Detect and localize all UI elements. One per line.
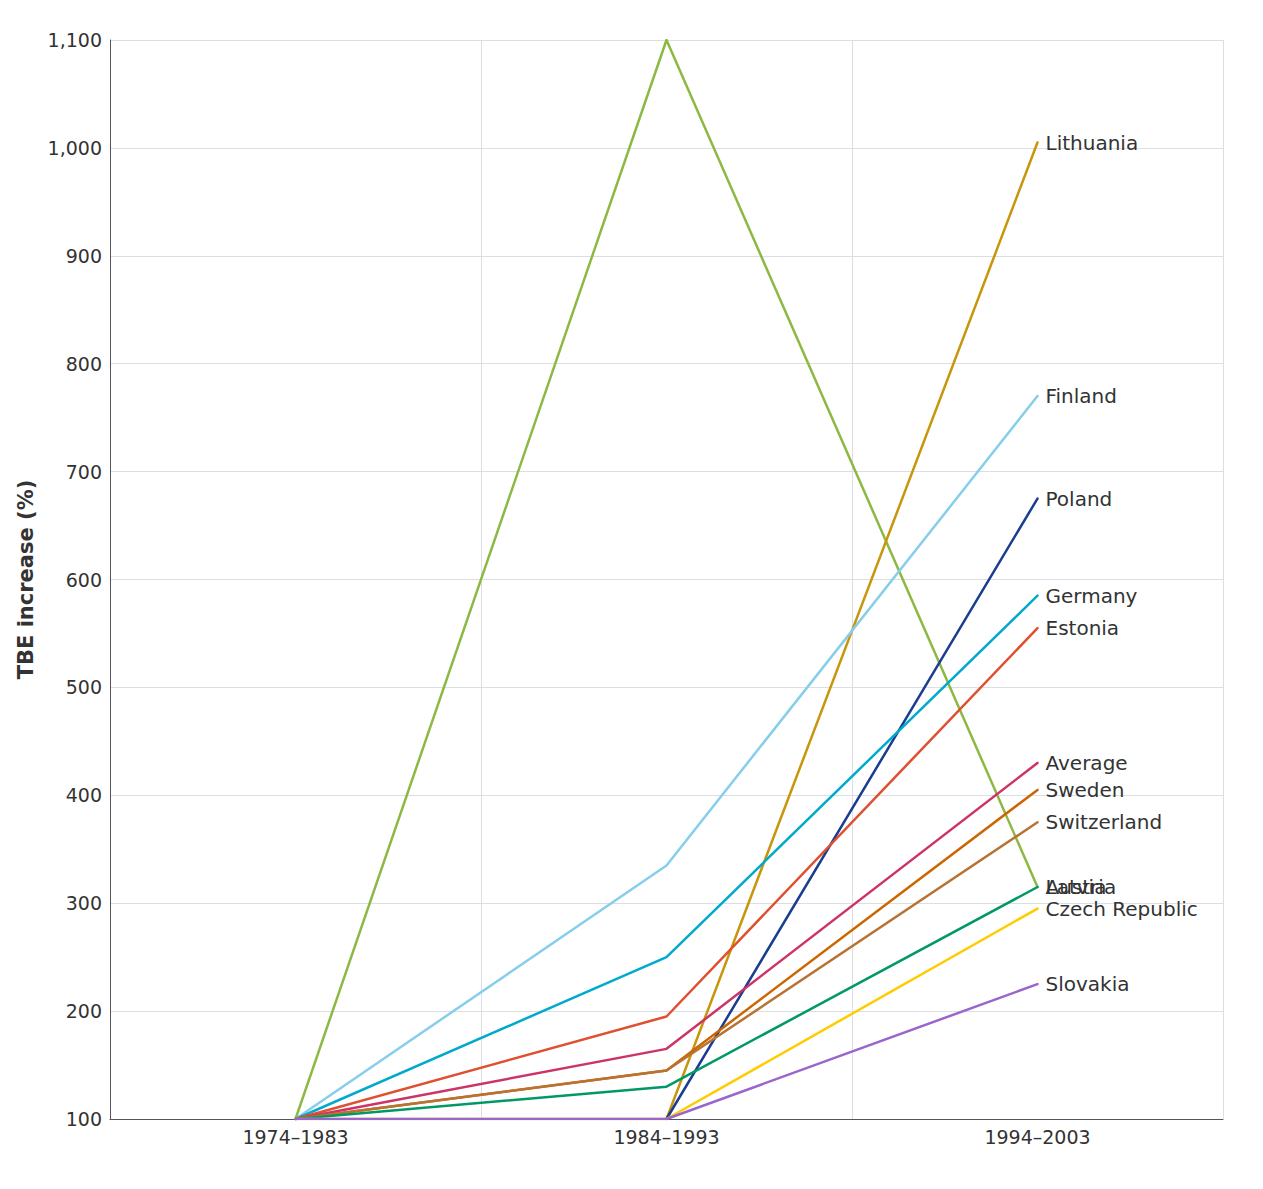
svg-text:Germany: Germany — [1046, 584, 1138, 608]
svg-text:Austria: Austria — [1046, 875, 1117, 899]
svg-text:Average: Average — [1046, 751, 1128, 775]
svg-text:Lithuania: Lithuania — [1046, 131, 1139, 155]
svg-text:Finland: Finland — [1046, 384, 1117, 408]
svg-text:1,100: 1,100 — [48, 29, 102, 51]
svg-text:900: 900 — [66, 245, 102, 267]
svg-text:200: 200 — [66, 1000, 102, 1022]
svg-text:1984–1993: 1984–1993 — [613, 1126, 719, 1148]
svg-text:100: 100 — [66, 1108, 102, 1130]
svg-text:700: 700 — [66, 461, 102, 483]
svg-text:Czech Republic: Czech Republic — [1046, 897, 1198, 921]
svg-text:1994–2003: 1994–2003 — [984, 1126, 1090, 1148]
svg-text:Sweden: Sweden — [1046, 778, 1125, 802]
svg-text:1,000: 1,000 — [48, 137, 102, 159]
svg-text:Switzerland: Switzerland — [1046, 810, 1163, 834]
svg-text:Estonia: Estonia — [1046, 616, 1120, 640]
svg-text:Poland: Poland — [1046, 487, 1113, 511]
svg-text:Slovakia: Slovakia — [1046, 972, 1130, 996]
svg-text:800: 800 — [66, 353, 102, 375]
svg-text:1974–1983: 1974–1983 — [242, 1126, 348, 1148]
svg-text:600: 600 — [66, 569, 102, 591]
svg-text:TBE increase (%): TBE increase (%) — [14, 480, 38, 680]
svg-text:Latvia: Latvia — [1046, 875, 1107, 899]
svg-text:400: 400 — [66, 784, 102, 806]
svg-text:300: 300 — [66, 892, 102, 914]
svg-text:500: 500 — [66, 676, 102, 698]
